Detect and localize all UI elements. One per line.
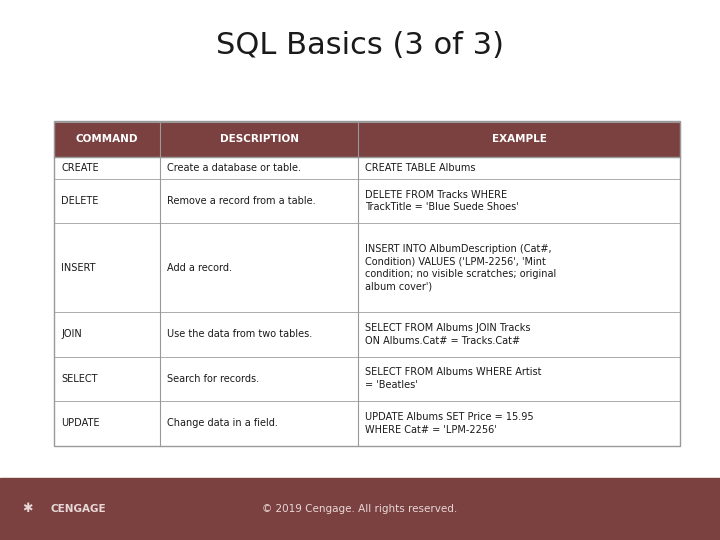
Text: Change data in a field.: Change data in a field. <box>168 418 279 428</box>
Text: INSERT: INSERT <box>61 263 96 273</box>
Bar <box>54 122 680 157</box>
Text: SQL Basics (3 of 3): SQL Basics (3 of 3) <box>216 31 504 60</box>
Text: CREATE TABLE Albums: CREATE TABLE Albums <box>365 163 476 173</box>
Text: Use the data from two tables.: Use the data from two tables. <box>168 329 312 339</box>
Text: CENGAGE: CENGAGE <box>50 504 106 514</box>
Bar <box>54 223 680 312</box>
Text: INSERT INTO AlbumDescription (Cat#,
Condition) VALUES ('LPM-2256', 'Mint
conditi: INSERT INTO AlbumDescription (Cat#, Cond… <box>365 244 557 292</box>
Text: JOIN: JOIN <box>61 329 82 339</box>
Bar <box>54 179 680 223</box>
Text: Create a database or table.: Create a database or table. <box>168 163 302 173</box>
Text: SELECT: SELECT <box>61 374 98 384</box>
Text: Remove a record from a table.: Remove a record from a table. <box>168 196 316 206</box>
Bar <box>54 356 680 401</box>
Bar <box>54 312 680 356</box>
Text: EXAMPLE: EXAMPLE <box>492 134 546 144</box>
Text: Add a record.: Add a record. <box>168 263 233 273</box>
Text: UPDATE Albums SET Price = 15.95
WHERE Cat# = 'LPM-2256': UPDATE Albums SET Price = 15.95 WHERE Ca… <box>365 412 534 435</box>
Text: © 2019 Cengage. All rights reserved.: © 2019 Cengage. All rights reserved. <box>262 504 458 514</box>
Bar <box>0 478 720 540</box>
Text: DELETE: DELETE <box>61 196 99 206</box>
Text: SELECT FROM Albums WHERE Artist
= 'Beatles': SELECT FROM Albums WHERE Artist = 'Beatl… <box>365 367 541 390</box>
Text: UPDATE: UPDATE <box>61 418 99 428</box>
Text: Search for records.: Search for records. <box>168 374 259 384</box>
Text: DESCRIPTION: DESCRIPTION <box>220 134 299 144</box>
Bar <box>54 401 680 445</box>
Bar <box>54 157 680 179</box>
Text: DELETE FROM Tracks WHERE
TrackTitle = 'Blue Suede Shoes': DELETE FROM Tracks WHERE TrackTitle = 'B… <box>365 190 519 212</box>
Text: SELECT FROM Albums JOIN Tracks
ON Albums.Cat# = Tracks.Cat#: SELECT FROM Albums JOIN Tracks ON Albums… <box>365 323 531 346</box>
Text: COMMAND: COMMAND <box>76 134 138 144</box>
Text: ✱: ✱ <box>22 502 32 516</box>
Text: CREATE: CREATE <box>61 163 99 173</box>
Bar <box>54 122 680 446</box>
